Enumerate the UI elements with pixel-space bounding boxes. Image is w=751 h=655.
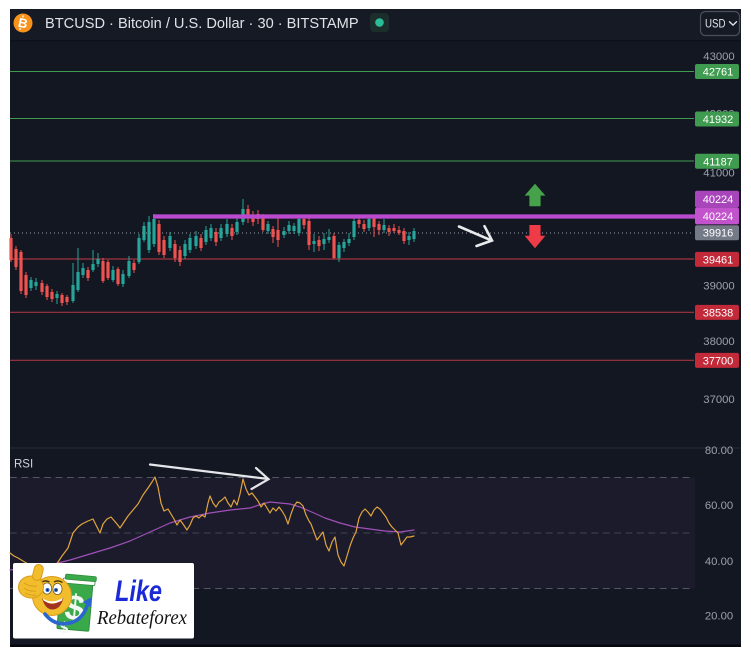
svg-text:40224: 40224: [703, 211, 734, 223]
svg-text:37700: 37700: [703, 355, 734, 367]
svg-text:39461: 39461: [703, 254, 734, 266]
svg-text:Rebateforex: Rebateforex: [96, 607, 187, 629]
svg-text:USD: USD: [705, 18, 726, 30]
svg-text:RSI: RSI: [14, 459, 33, 471]
svg-text:60.00: 60.00: [705, 500, 733, 512]
svg-text:38000: 38000: [703, 336, 734, 348]
svg-text:41932: 41932: [703, 114, 734, 126]
svg-text:38538: 38538: [703, 307, 734, 319]
svg-text:40.00: 40.00: [705, 556, 733, 568]
svg-text:80.00: 80.00: [705, 445, 733, 457]
svg-text:43000: 43000: [703, 51, 734, 63]
svg-text:Like: Like: [115, 575, 162, 608]
svg-text:42761: 42761: [703, 67, 734, 79]
svg-text:40224: 40224: [703, 194, 734, 206]
svg-text:$: $: [59, 620, 69, 638]
svg-text:39000: 39000: [703, 280, 734, 292]
svg-text:37000: 37000: [703, 394, 734, 406]
svg-text:B: B: [17, 15, 30, 32]
svg-text:20.00: 20.00: [705, 610, 733, 622]
svg-text:41187: 41187: [703, 156, 733, 168]
svg-text:39916: 39916: [703, 228, 734, 240]
svg-text:41000: 41000: [703, 167, 734, 179]
svg-text:BTCUSD · Bitcoin / U.S. Dollar: BTCUSD · Bitcoin / U.S. Dollar · 30 · BI…: [45, 16, 359, 32]
